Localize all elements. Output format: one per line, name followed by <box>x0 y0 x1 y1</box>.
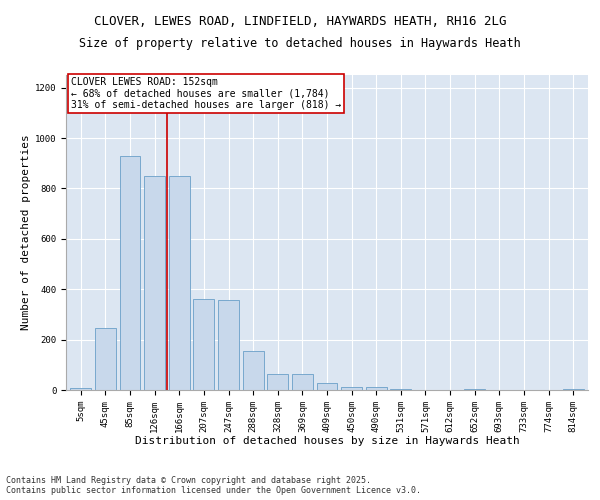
Bar <box>391 388 412 390</box>
Bar <box>292 374 313 390</box>
Bar <box>341 386 362 390</box>
Bar <box>218 300 239 390</box>
Text: Size of property relative to detached houses in Haywards Heath: Size of property relative to detached ho… <box>79 38 521 51</box>
Bar <box>193 300 214 390</box>
Bar <box>144 176 165 390</box>
Bar <box>119 156 140 390</box>
Bar <box>70 388 91 390</box>
Y-axis label: Number of detached properties: Number of detached properties <box>20 134 31 330</box>
Text: Contains HM Land Registry data © Crown copyright and database right 2025.
Contai: Contains HM Land Registry data © Crown c… <box>6 476 421 495</box>
Bar <box>317 383 337 390</box>
Bar <box>169 176 190 390</box>
Bar <box>95 328 116 390</box>
X-axis label: Distribution of detached houses by size in Haywards Heath: Distribution of detached houses by size … <box>134 436 520 446</box>
Text: CLOVER, LEWES ROAD, LINDFIELD, HAYWARDS HEATH, RH16 2LG: CLOVER, LEWES ROAD, LINDFIELD, HAYWARDS … <box>94 15 506 28</box>
Bar <box>464 388 485 390</box>
Bar <box>366 386 387 390</box>
Bar <box>563 388 584 390</box>
Bar <box>267 374 288 390</box>
Bar <box>242 351 263 390</box>
Text: CLOVER LEWES ROAD: 152sqm
← 68% of detached houses are smaller (1,784)
31% of se: CLOVER LEWES ROAD: 152sqm ← 68% of detac… <box>71 76 341 110</box>
